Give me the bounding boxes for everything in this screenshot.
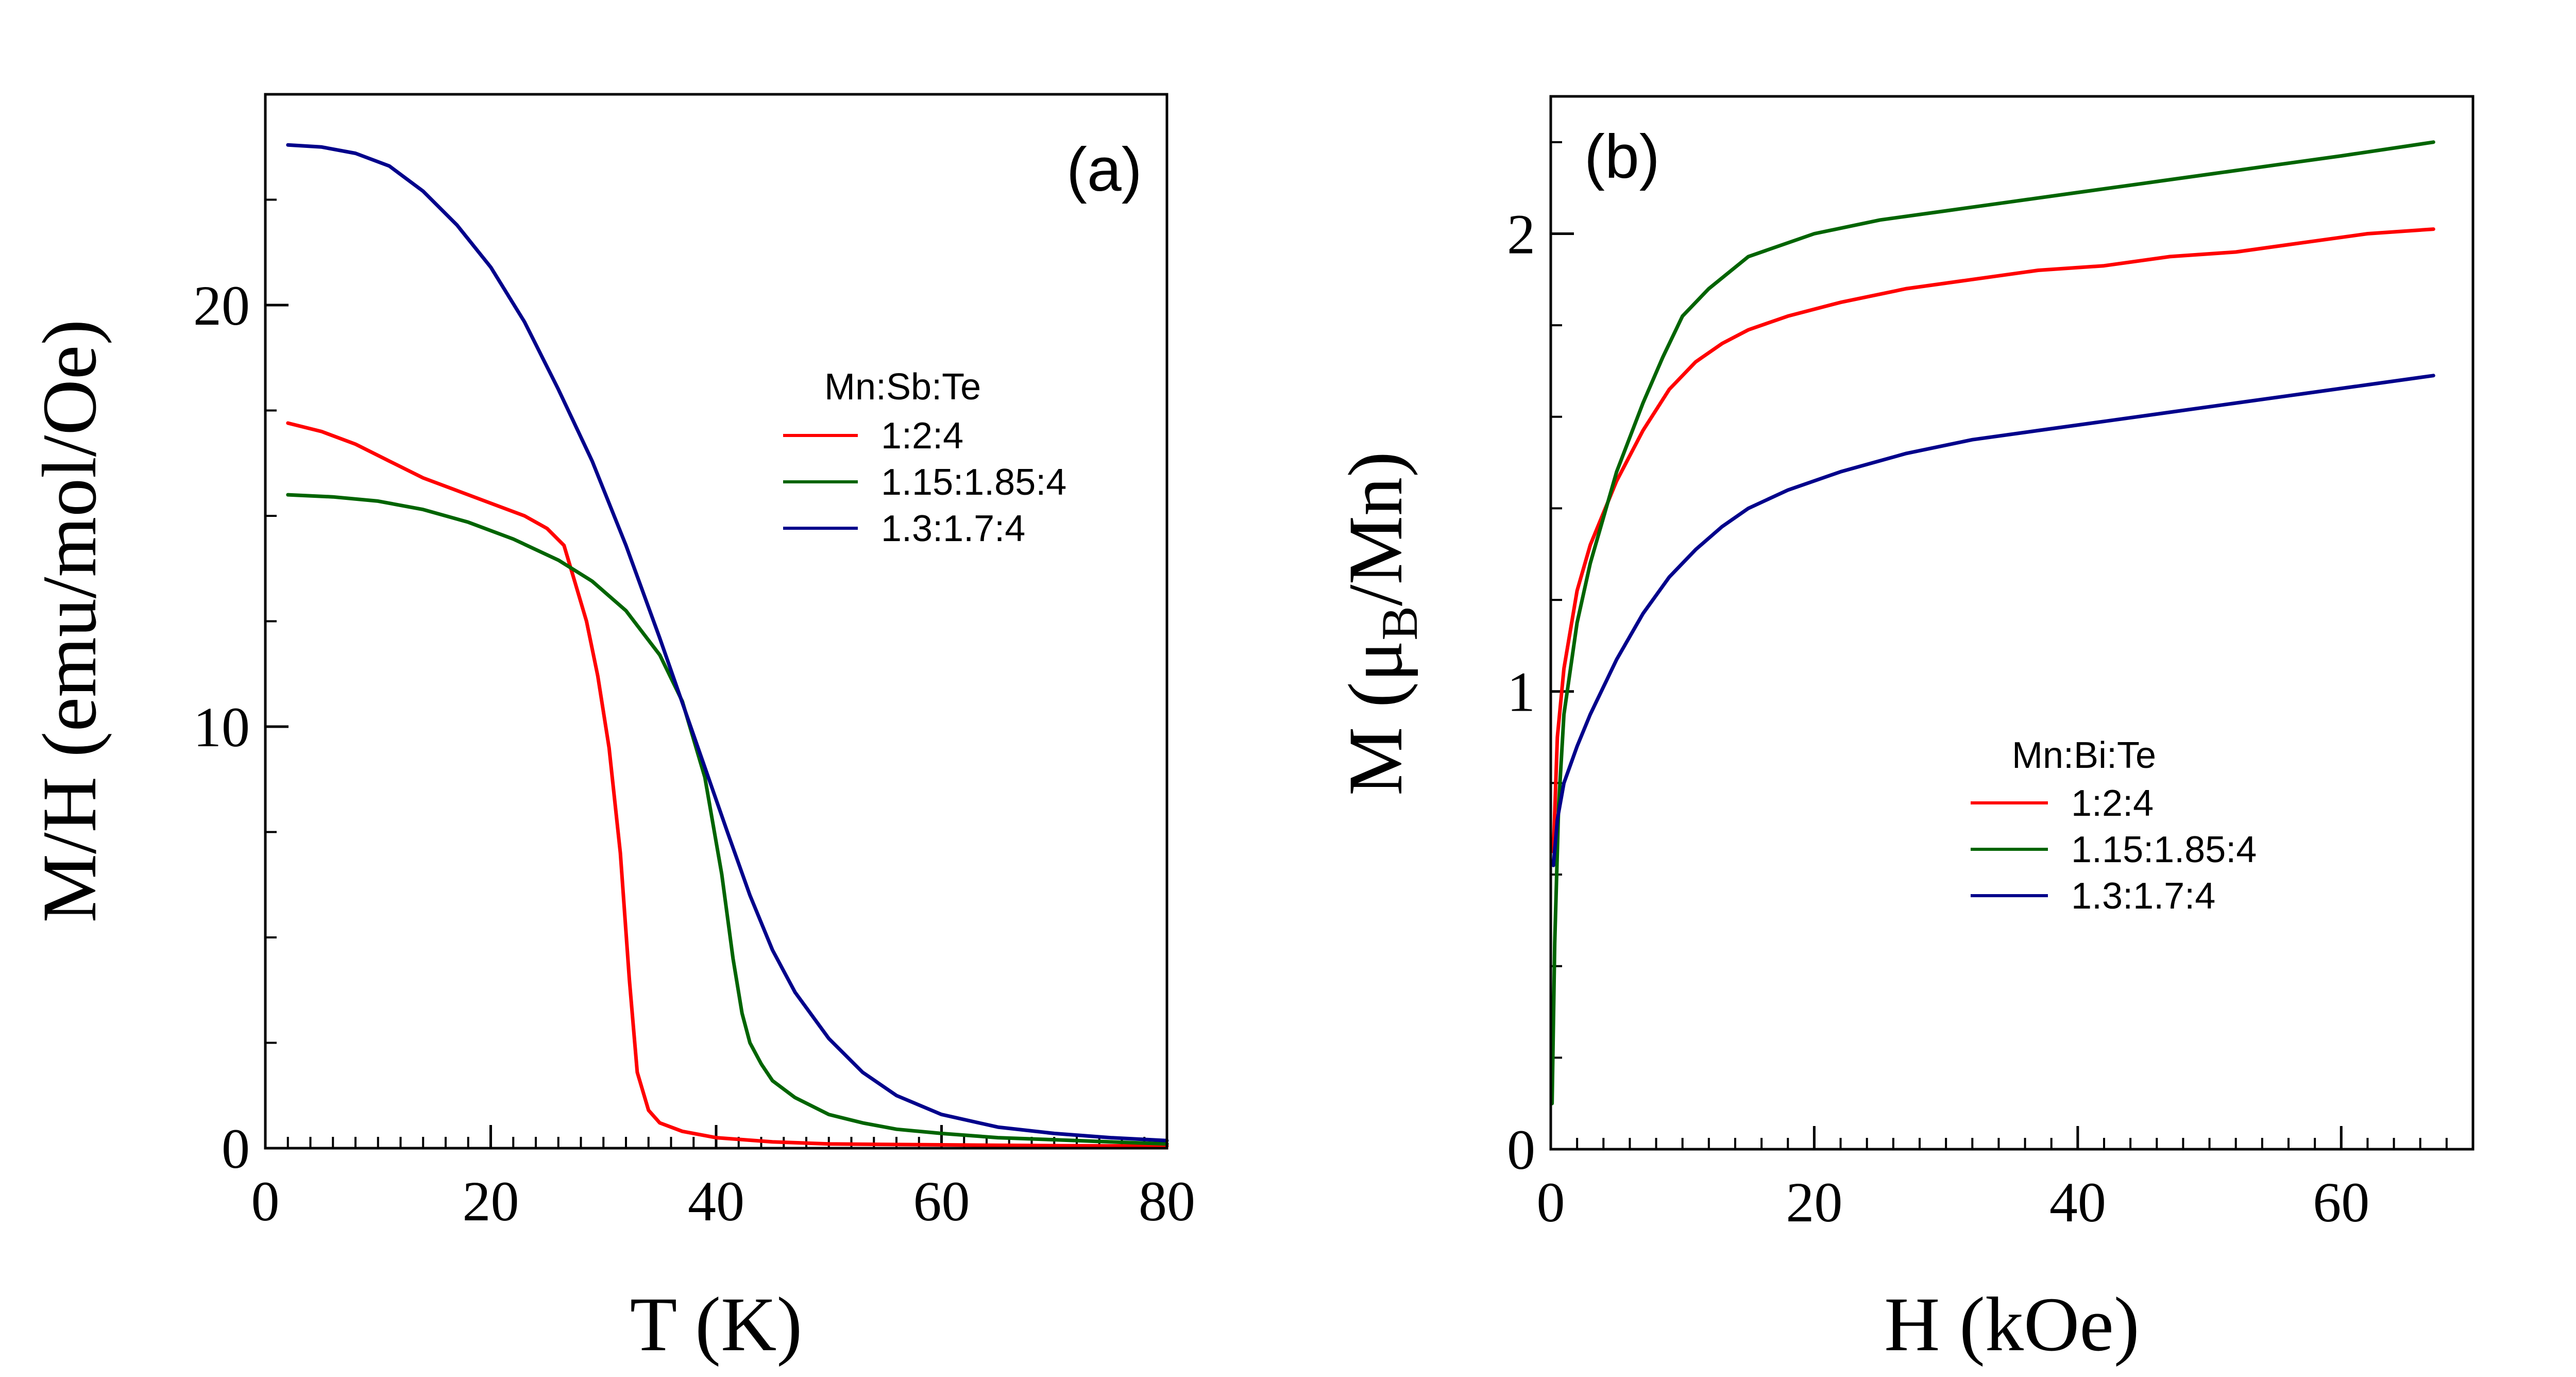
panel-a-y-tick-label: 10 (193, 696, 250, 759)
panel-b-series-line-3 (1551, 374, 2435, 867)
panel-b-legend-label-1: 1:2:4 (2071, 783, 2154, 824)
panel-b-y-axis-title-subscript: B (1371, 606, 1428, 641)
panel-b-legend-title: Mn:Bi:Te (2012, 735, 2156, 776)
panel-a-legend-label-2: 1.15:1.85:4 (881, 462, 1066, 503)
panel-a-series-line-3 (286, 143, 1169, 1143)
panel-b-y-tick-label: 0 (1507, 1118, 1535, 1181)
panel-a-y-axis-title: M/H (emu/mol/Oe) (27, 320, 112, 923)
panel-b-y-axis-title: M (μB/Mn) (1333, 451, 1428, 796)
panel-b-label: (b) (1584, 122, 1660, 191)
panel-a-legend-title: Mn:Sb:Te (824, 366, 981, 408)
panel-b-y-tick-label: 2 (1507, 203, 1535, 265)
panel-a-x-tick-label: 0 (251, 1170, 280, 1233)
panel-b: 0 20 40 60 0 1 2 (b) H (kOe) M (μB/Mn) Mn:Bi:T… (1333, 95, 2475, 1367)
panel-a-label: (a) (1066, 135, 1142, 204)
panel-a-x-axis-title: T (K) (630, 1282, 803, 1367)
panel-a-x-tick-label: 60 (913, 1170, 970, 1233)
panel-b-series (1550, 140, 2435, 1105)
panel-a-legend-label-3: 1.3:1.7:4 (881, 508, 1025, 549)
panel-a-series-line-1 (286, 421, 1169, 1148)
panel-b-tick-labels: 0 20 40 60 0 1 2 (1507, 203, 2369, 1234)
panel-b-series-line-1 (1551, 227, 2435, 854)
panel-b-plot-frame (1549, 95, 2475, 1151)
panel-a: 0 20 40 60 80 0 10 20 (a) T (K) M/H (emu/mol/Oe… (27, 93, 1195, 1367)
panel-a-y-tick-label: 20 (193, 274, 250, 337)
panel-a-tick-labels: 0 20 40 60 80 0 10 20 (193, 274, 1195, 1233)
panel-b-y-axis-title-main: M (μ (1333, 641, 1418, 796)
panel-a-series-line-2 (286, 493, 1169, 1146)
panel-a-series (286, 143, 1169, 1148)
panel-b-x-tick-label: 20 (1786, 1171, 1842, 1234)
panel-b-legend-label-2: 1.15:1.85:4 (2071, 829, 2257, 870)
panel-b-x-tick-label: 0 (1537, 1171, 1565, 1234)
panel-a-plot-frame (264, 93, 1168, 1150)
panel-a-legend: Mn:Sb:Te 1:2:4 1.15:1.85:4 1.3:1.7:4 (783, 366, 1066, 549)
panel-b-x-axis-title: H (kOe) (1884, 1282, 2140, 1367)
panel-b-series-line-2 (1550, 140, 2435, 1105)
panel-b-legend: Mn:Bi:Te 1:2:4 1.15:1.85:4 1.3:1.7:4 (1971, 735, 2257, 917)
panel-a-x-tick-label: 80 (1139, 1170, 1195, 1233)
panel-a-x-tick-label: 40 (688, 1170, 744, 1233)
panel-b-legend-label-3: 1.3:1.7:4 (2071, 876, 2215, 917)
panel-b-y-axis-title-end: /Mn) (1333, 451, 1418, 606)
panel-b-x-tick-label: 60 (2313, 1171, 2369, 1234)
panel-b-x-tick-label: 40 (2049, 1171, 2106, 1234)
panel-b-y-tick-label: 1 (1507, 661, 1535, 724)
panel-a-y-tick-label: 0 (222, 1117, 250, 1180)
panel-a-legend-label-1: 1:2:4 (881, 415, 963, 457)
panel-a-x-tick-label: 20 (463, 1170, 519, 1233)
